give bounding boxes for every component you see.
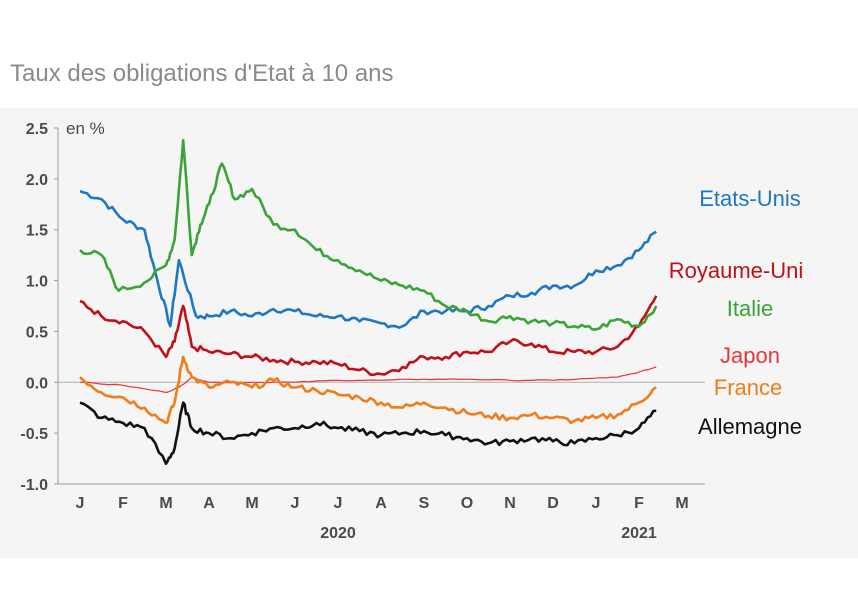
line-chart: 2.5 2.0 1.5 1.0 0.5 0.0 -0.5 -1.0 en % J F M A M J J A S… (20, 119, 804, 542)
series-line-allemagne (79, 401, 657, 465)
x-tick-label: A (375, 495, 387, 512)
y-tick-label: 2.5 (26, 121, 48, 138)
x-tick-label: J (291, 495, 300, 512)
chart-title: Taux des obligations d'Etat à 10 ans (10, 60, 394, 87)
series-line-italie (79, 138, 658, 331)
y-tick-label: -1.0 (20, 477, 48, 494)
x-tick-label: S (419, 495, 430, 512)
y-axis: 2.5 2.0 1.5 1.0 0.5 0.0 -0.5 -1.0 en % (20, 119, 705, 494)
x-tick-label: J (592, 495, 601, 512)
series-lines (79, 138, 658, 465)
chart-panel: 2.5 2.0 1.5 1.0 0.5 0.0 -0.5 -1.0 en % J F M A M J J A S… (0, 108, 858, 558)
x-axis: J F M A M J J A S O N D J F M 2020 2021 (58, 483, 705, 542)
x-tick-label: M (675, 495, 688, 512)
x-year-label: 2020 (320, 525, 356, 542)
y-tick-label: 1.5 (26, 223, 48, 240)
series-line-france (79, 355, 657, 425)
x-tick-label: O (461, 495, 473, 512)
y-tick-label: 0.0 (26, 375, 48, 392)
series-label: Allemagne (698, 414, 802, 439)
y-tick-label: -0.5 (20, 426, 48, 443)
series-label: Etats-Unis (699, 186, 800, 211)
x-tick-label: A (203, 495, 215, 512)
x-tick-label: F (634, 495, 644, 512)
series-label: Royaume-Uni (669, 258, 804, 283)
y-tick-label: 1.0 (26, 274, 48, 291)
series-label: Japon (720, 343, 780, 368)
series-label: Italie (727, 296, 773, 321)
series-line-royaume-uni (79, 295, 658, 377)
x-tick-label: N (504, 495, 516, 512)
y-axis-unit: en % (66, 119, 105, 138)
x-tick-label: M (159, 495, 172, 512)
x-tick-label: J (76, 495, 85, 512)
x-tick-label: F (118, 495, 128, 512)
x-tick-label: D (547, 495, 559, 512)
y-tick-label: 2.0 (26, 172, 48, 189)
y-tick-label: 0.5 (26, 324, 48, 341)
x-year-label: 2021 (621, 525, 657, 542)
x-tick-label: M (245, 495, 258, 512)
series-label: France (714, 375, 782, 400)
series-line-etats-unis (79, 189, 657, 329)
x-tick-label: J (334, 495, 343, 512)
series-labels: Etats-Unis Royaume-Uni Italie Japon France Al… (669, 186, 804, 439)
